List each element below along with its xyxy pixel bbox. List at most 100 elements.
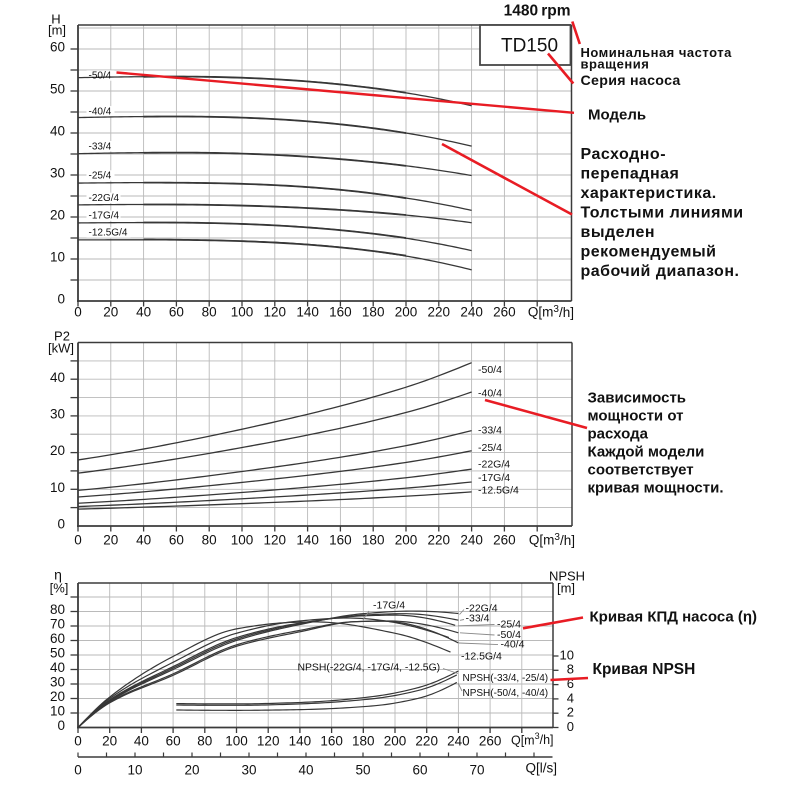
svg-text:160: 160: [329, 305, 352, 320]
svg-text:40: 40: [136, 305, 151, 320]
svg-text:рабочий диапазон.: рабочий диапазон.: [581, 263, 740, 280]
svg-text:TD150: TD150: [501, 36, 558, 57]
svg-text:20: 20: [50, 443, 65, 458]
svg-text:50: 50: [355, 763, 370, 778]
svg-text:60: 60: [166, 734, 181, 749]
svg-text:0: 0: [57, 292, 65, 307]
svg-text:240: 240: [460, 305, 483, 320]
svg-text:-12.5G/4: -12.5G/4: [461, 651, 502, 663]
svg-text:10: 10: [50, 480, 65, 495]
svg-text:200: 200: [395, 533, 418, 548]
svg-text:60: 60: [50, 40, 65, 55]
svg-text:0: 0: [74, 734, 82, 749]
svg-text:10: 10: [50, 250, 65, 265]
svg-text:60: 60: [169, 533, 184, 548]
svg-text:10: 10: [50, 704, 65, 719]
svg-text:Серия насоса: Серия насоса: [581, 73, 681, 89]
svg-text:40: 40: [50, 660, 65, 675]
svg-text:H: H: [51, 11, 60, 26]
svg-text:80: 80: [202, 533, 217, 548]
svg-text:100: 100: [231, 533, 254, 548]
svg-text:рекомендуемый: рекомендуемый: [581, 244, 717, 261]
svg-text:-17G/4: -17G/4: [478, 472, 510, 484]
svg-text:20: 20: [103, 305, 118, 320]
svg-text:0: 0: [74, 533, 82, 548]
svg-text:-50/4: -50/4: [497, 629, 521, 641]
svg-text:1480 rpm: 1480 rpm: [504, 3, 571, 20]
svg-text:40: 40: [136, 533, 151, 548]
svg-text:120: 120: [264, 305, 287, 320]
svg-text:-12.5G/4: -12.5G/4: [89, 228, 128, 239]
svg-text:200: 200: [384, 734, 407, 749]
svg-text:70: 70: [50, 617, 65, 632]
svg-text:40: 40: [298, 763, 313, 778]
svg-text:30: 30: [50, 406, 65, 421]
svg-text:-33/4: -33/4: [478, 425, 502, 437]
svg-text:NPSH(-22G/4, -17G/4, -12.5G): NPSH(-22G/4, -17G/4, -12.5G): [298, 663, 441, 674]
svg-text:-40/4: -40/4: [501, 639, 525, 651]
svg-text:-40/4: -40/4: [478, 388, 502, 400]
svg-text:80: 80: [202, 305, 217, 320]
svg-text:20: 20: [50, 208, 65, 223]
svg-text:40: 40: [134, 734, 149, 749]
svg-text:140: 140: [296, 305, 319, 320]
svg-text:0: 0: [57, 517, 65, 532]
svg-text:30: 30: [50, 166, 65, 181]
svg-text:[%]: [%]: [50, 580, 69, 595]
svg-text:180: 180: [352, 734, 375, 749]
svg-text:[m]: [m]: [557, 580, 575, 595]
svg-text:[m]: [m]: [48, 22, 66, 37]
svg-text:60: 60: [169, 305, 184, 320]
svg-text:0: 0: [567, 719, 574, 734]
svg-text:вращения: вращения: [581, 57, 650, 72]
svg-text:120: 120: [264, 533, 287, 548]
svg-text:Кривая КПД насоса (η): Кривая КПД насоса (η): [590, 609, 758, 626]
svg-text:Зависимость: Зависимость: [588, 390, 687, 407]
svg-text:40: 40: [50, 370, 65, 385]
svg-text:-25/4: -25/4: [497, 618, 521, 630]
svg-text:-25/4: -25/4: [89, 171, 112, 182]
svg-text:кривая мощности.: кривая мощности.: [588, 480, 724, 497]
svg-text:Q[l/s]: Q[l/s]: [525, 761, 557, 776]
svg-text:-17G/4: -17G/4: [89, 211, 120, 222]
svg-text:40: 40: [50, 124, 65, 139]
svg-text:[kW]: [kW]: [48, 340, 74, 355]
svg-text:NPSH(-50/4, -40/4): NPSH(-50/4, -40/4): [463, 688, 549, 699]
svg-text:4: 4: [567, 690, 574, 705]
svg-text:NPSH(-33/4, -25/4): NPSH(-33/4, -25/4): [463, 673, 549, 684]
svg-text:50: 50: [50, 82, 65, 97]
svg-text:220: 220: [415, 734, 438, 749]
svg-text:η: η: [54, 567, 62, 583]
svg-text:NPSH: NPSH: [549, 568, 585, 583]
svg-text:8: 8: [567, 662, 574, 677]
svg-text:Расходно-: Расходно-: [581, 146, 667, 163]
svg-text:0: 0: [57, 718, 65, 733]
svg-text:Q[m3/h]: Q[m3/h]: [529, 532, 575, 548]
svg-text:соответствует: соответствует: [588, 462, 694, 479]
svg-text:240: 240: [460, 533, 483, 548]
svg-text:260: 260: [479, 734, 502, 749]
svg-text:70: 70: [469, 763, 484, 778]
svg-text:260: 260: [493, 305, 516, 320]
svg-text:180: 180: [362, 533, 385, 548]
svg-text:160: 160: [320, 734, 343, 749]
svg-text:60: 60: [412, 763, 427, 778]
svg-text:-22G/4: -22G/4: [89, 193, 120, 204]
svg-text:140: 140: [289, 734, 312, 749]
svg-text:0: 0: [74, 763, 82, 778]
svg-text:Кривая NPSH: Кривая NPSH: [593, 661, 696, 678]
svg-text:Q[m3/h]: Q[m3/h]: [528, 304, 574, 320]
svg-text:характеристика.: характеристика.: [581, 185, 717, 202]
svg-text:-33/4: -33/4: [466, 613, 490, 625]
svg-text:180: 180: [362, 305, 385, 320]
svg-text:100: 100: [231, 305, 254, 320]
svg-text:80: 80: [197, 734, 212, 749]
svg-text:50: 50: [50, 646, 65, 661]
svg-text:расхода: расхода: [588, 426, 649, 443]
svg-text:Толстыми линиями: Толстыми линиями: [581, 205, 744, 222]
svg-text:перепадная: перепадная: [581, 166, 680, 183]
svg-text:-50/4: -50/4: [89, 71, 112, 82]
svg-text:200: 200: [395, 305, 418, 320]
svg-text:-25/4: -25/4: [478, 442, 502, 454]
svg-text:220: 220: [428, 305, 451, 320]
